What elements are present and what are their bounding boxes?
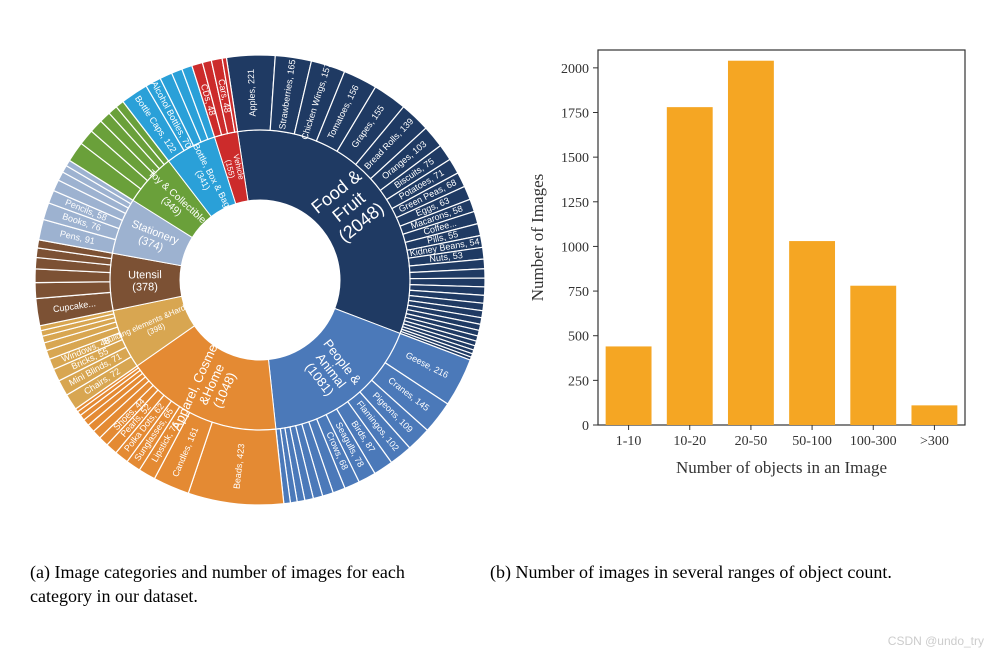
sunburst-outer-label: Apples, 221 xyxy=(246,69,258,117)
ytick-label: 1500 xyxy=(561,151,589,166)
caption-a: (a) Image categories and number of image… xyxy=(30,560,490,609)
watermark: CSDN @undo_try xyxy=(888,634,984,648)
ytick-label: 250 xyxy=(568,374,589,389)
bar xyxy=(789,241,835,425)
bar xyxy=(667,107,713,425)
bar xyxy=(606,346,652,425)
ytick-label: 2000 xyxy=(561,62,589,77)
svg-text:(378): (378) xyxy=(132,281,158,293)
sunburst-chart: Apples, 221Strawberries, 165Chicken Wing… xyxy=(20,20,500,540)
ytick-label: 500 xyxy=(568,330,589,345)
xtick-label: 20-50 xyxy=(735,434,768,449)
ylabel: Number of Images xyxy=(528,174,547,301)
ytick-label: 0 xyxy=(582,419,589,434)
bar-chart: 0 250 500 750 1000 1250 1500 1750 2000 1-10 10-20 2… xyxy=(520,20,980,500)
bar-panel: 0 250 500 750 1000 1250 1500 1750 2000 1-10 10-20 2… xyxy=(500,20,980,540)
sunburst-inner-label: Utensil(378) xyxy=(128,269,162,294)
svg-text:Utensil: Utensil xyxy=(128,269,162,281)
xtick-label: >300 xyxy=(920,434,949,449)
ytick-label: 750 xyxy=(568,285,589,300)
bar xyxy=(911,405,957,425)
sunburst-panel: Apples, 221Strawberries, 165Chicken Wing… xyxy=(20,20,500,540)
bar xyxy=(728,61,774,425)
xlabel: Number of objects in an Image xyxy=(676,458,887,477)
plot-border xyxy=(598,50,965,425)
ytick-label: 1250 xyxy=(561,196,589,211)
xtick-label: 50-100 xyxy=(792,434,832,449)
xtick-label: 1-10 xyxy=(616,434,642,449)
ytick-label: 1750 xyxy=(561,107,589,122)
bar xyxy=(850,286,896,425)
xtick-label: 10-20 xyxy=(673,434,706,449)
caption-b: (b) Number of images in several ranges o… xyxy=(490,560,964,609)
ytick-label: 1000 xyxy=(561,240,589,255)
xtick-label: 100-300 xyxy=(850,434,897,449)
